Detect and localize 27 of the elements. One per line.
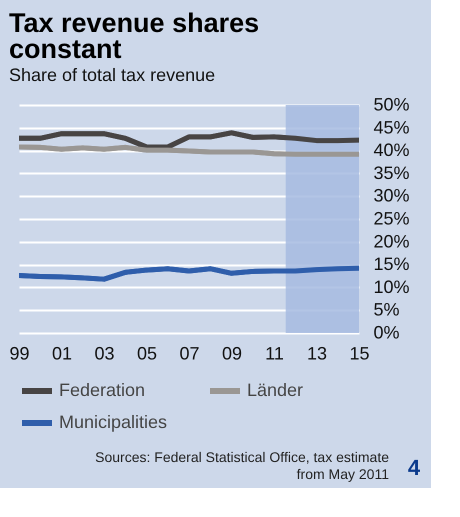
x-tick-label: 15 [349,344,370,364]
legend-label: Federation [59,380,146,400]
y-tick-label: 25% [374,208,410,228]
y-tick-label: 10% [374,276,410,297]
text: 4 [408,455,421,480]
x-tick-label: 09 [222,344,242,364]
y-tick-label: 50% [374,94,410,114]
y-tick-label: 30% [374,186,410,206]
y-tick-label: 35% [374,162,410,183]
y-tick-label: 15% [374,254,410,274]
legend-label: Municipalities [59,412,168,432]
x-tick-label: 13 [306,344,328,364]
x-tick-label: 99 [9,344,30,364]
x-tick-label: 01 [52,344,72,364]
chart-subtitle: Share of total tax revenue [8,65,216,85]
y-tick-label: 40% [374,140,410,160]
y-tick-label: 0% [374,322,400,342]
y-tick-label: 5% [374,300,400,320]
y-tick-label: 20% [374,231,410,252]
legend-label: Länder [247,380,304,400]
chart-title: Tax revenue shares constant [8,8,260,64]
y-tick-label: 45% [374,117,410,138]
x-tick-label: 07 [179,344,200,364]
source-note: Sources: Federal Statistical Office, tax estimate from May 2011 [95,449,390,482]
x-tick-label: 03 [94,344,115,364]
x-tick-label: 05 [136,344,158,364]
x-tick-label: 11 [265,344,284,364]
